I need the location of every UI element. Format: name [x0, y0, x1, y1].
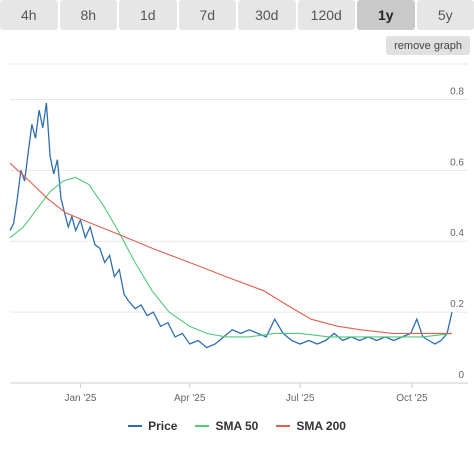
series-line-price	[9, 102, 453, 349]
tab-8h[interactable]: 8h	[59, 0, 117, 30]
x-tick-label: Jul '25	[286, 393, 315, 404]
x-tick-label: Jan '25	[64, 393, 96, 404]
tab-7d[interactable]: 7d	[178, 0, 236, 30]
tab-5y[interactable]: 5y	[416, 0, 474, 30]
tab-1y[interactable]: 1y	[357, 0, 415, 30]
x-tick-label: Apr '25	[174, 393, 206, 404]
legend-swatch	[195, 425, 210, 427]
y-tick-label: 0.2	[450, 299, 464, 310]
legend-item-sma-50[interactable]: SMA 50	[195, 419, 258, 433]
legend-label: SMA 50	[215, 419, 259, 433]
legend-item-sma-200[interactable]: SMA 200	[276, 419, 346, 433]
y-tick-label: 0.4	[450, 228, 464, 239]
remove-graph-button[interactable]: remove graph	[386, 36, 470, 55]
chart-legend: Price SMA 50 SMA 200	[0, 419, 474, 433]
legend-label: SMA 200	[296, 419, 346, 433]
y-tick-label: 0.6	[450, 157, 464, 168]
x-tick-label: Oct '25	[396, 393, 428, 404]
legend-swatch	[128, 425, 143, 427]
tab-30d[interactable]: 30d	[238, 0, 296, 30]
tab-4h[interactable]: 4h	[0, 0, 58, 30]
legend-item-price[interactable]: Price	[128, 419, 177, 433]
series-line-sma-50	[9, 176, 453, 338]
y-tick-label: 0	[458, 370, 464, 381]
tab-1d[interactable]: 1d	[119, 0, 177, 30]
tab-120d[interactable]: 120d	[297, 0, 355, 30]
legend-swatch	[276, 425, 291, 427]
legend-label: Price	[148, 419, 178, 433]
y-tick-label: 0.8	[450, 86, 464, 97]
series-line-sma-200	[9, 162, 452, 334]
timeframe-tabs: 4h 8h 1d 7d 30d 120d 1y 5y	[0, 0, 474, 30]
